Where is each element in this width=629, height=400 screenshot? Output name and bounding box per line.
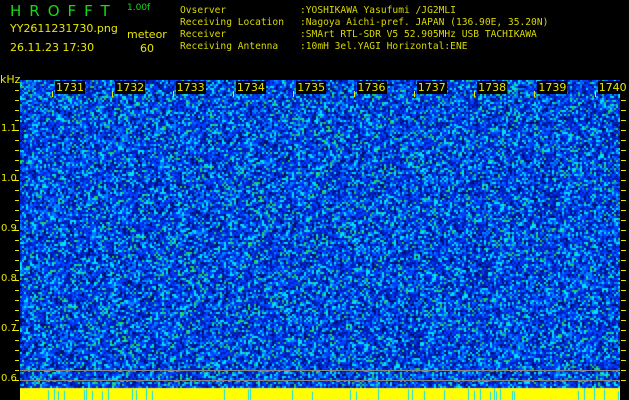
y-tick bbox=[15, 270, 19, 271]
meteor-count: 60 bbox=[140, 42, 154, 55]
info-key: Ovserver bbox=[180, 5, 227, 16]
y-tick bbox=[15, 260, 19, 261]
info-value: :10mH 3el.YAGI Horizontal:ENE bbox=[300, 41, 468, 52]
info-observer: Ovserver :YOSHIKAWA Yasufumi /JG2MLI bbox=[180, 5, 456, 16]
y-tick bbox=[621, 150, 626, 151]
reference-line bbox=[20, 370, 620, 371]
y-tick bbox=[12, 180, 19, 181]
y-tick bbox=[621, 130, 626, 131]
time-label: 1740 bbox=[594, 81, 628, 97]
y-tick bbox=[621, 190, 626, 191]
y-tick bbox=[15, 120, 19, 121]
y-tick bbox=[12, 380, 19, 381]
y-tick-label: 0.6 bbox=[1, 373, 17, 384]
y-tick bbox=[15, 110, 19, 111]
y-tick bbox=[621, 110, 626, 111]
y-tick bbox=[15, 360, 19, 361]
y-tick bbox=[621, 220, 626, 221]
y-tick bbox=[15, 220, 19, 221]
y-tick bbox=[15, 340, 19, 341]
y-tick bbox=[15, 170, 19, 171]
y-tick bbox=[15, 190, 19, 191]
time-label: 1732 bbox=[112, 81, 146, 97]
time-label: 1736 bbox=[353, 81, 387, 97]
y-axis-unit: kHz bbox=[0, 73, 21, 86]
y-tick bbox=[621, 250, 626, 251]
y-tick bbox=[621, 290, 626, 291]
info-value: :SMArt RTL-SDR V5 52.905MHz USB TACHIKAW… bbox=[300, 29, 537, 40]
y-tick bbox=[15, 250, 19, 251]
y-tick bbox=[12, 330, 19, 331]
y-tick bbox=[12, 280, 19, 281]
time-label: 1734 bbox=[232, 81, 266, 97]
y-tick bbox=[621, 360, 626, 361]
y-tick bbox=[15, 290, 19, 291]
datetime: 26.11.23 17:30 bbox=[10, 41, 95, 54]
app-title: HROFFT bbox=[10, 2, 118, 20]
y-tick bbox=[621, 340, 626, 341]
y-tick bbox=[621, 160, 626, 161]
y-tick bbox=[621, 100, 626, 101]
time-label: 1739 bbox=[534, 81, 568, 97]
y-tick bbox=[621, 350, 626, 351]
y-tick bbox=[15, 90, 19, 91]
y-tick bbox=[15, 310, 19, 311]
y-tick bbox=[621, 260, 626, 261]
time-label: 1731 bbox=[52, 81, 85, 97]
y-tick bbox=[621, 120, 626, 121]
y-tick bbox=[621, 300, 626, 301]
y-tick bbox=[621, 200, 626, 201]
info-key: Receiver bbox=[180, 29, 227, 40]
y-tick bbox=[621, 330, 626, 331]
y-tick bbox=[621, 140, 626, 141]
y-tick bbox=[15, 140, 19, 141]
info-antenna: Receiving Antenna :10mH 3el.YAGI Horizont… bbox=[180, 41, 468, 52]
y-tick bbox=[621, 320, 626, 321]
y-tick-label: 0.8 bbox=[1, 273, 17, 284]
y-tick bbox=[15, 320, 19, 321]
y-tick bbox=[12, 130, 19, 131]
filename: YY2611231730.png bbox=[10, 22, 118, 35]
info-key: Receiving Antenna bbox=[180, 41, 279, 52]
y-tick bbox=[621, 370, 626, 371]
time-label: 1737 bbox=[413, 81, 447, 97]
y-tick bbox=[15, 200, 19, 201]
reference-line bbox=[20, 380, 620, 381]
y-tick bbox=[621, 380, 626, 381]
info-value: :YOSHIKAWA Yasufumi /JG2MLI bbox=[300, 5, 456, 16]
y-tick bbox=[15, 370, 19, 371]
y-tick bbox=[15, 300, 19, 301]
spectrogram bbox=[20, 80, 620, 400]
info-location: Receiving Location :Nagoya Aichi-pref. JA… bbox=[180, 17, 548, 28]
y-tick bbox=[621, 270, 626, 271]
time-label: 1738 bbox=[474, 81, 508, 97]
y-tick bbox=[15, 210, 19, 211]
y-tick bbox=[15, 240, 19, 241]
y-tick bbox=[621, 230, 626, 231]
info-receiver: Receiver :SMArt RTL-SDR V5 52.905MHz USB … bbox=[180, 29, 537, 40]
y-tick bbox=[621, 280, 626, 281]
y-tick-label: 1.0 bbox=[1, 173, 17, 184]
time-label: 1733 bbox=[172, 81, 206, 97]
y-tick bbox=[15, 100, 19, 101]
info-value: :Nagoya Aichi-pref. JAPAN (136.90E, 35.2… bbox=[300, 17, 549, 28]
time-label: 1735 bbox=[293, 81, 327, 97]
version: 1.00f bbox=[127, 3, 151, 13]
y-tick bbox=[15, 160, 19, 161]
y-tick bbox=[621, 310, 626, 311]
y-tick bbox=[621, 210, 626, 211]
y-tick bbox=[15, 150, 19, 151]
mode-label: meteor bbox=[127, 28, 167, 41]
y-tick bbox=[621, 240, 626, 241]
y-tick bbox=[621, 180, 626, 181]
info-key: Receiving Location bbox=[180, 17, 284, 28]
y-tick bbox=[15, 350, 19, 351]
y-tick bbox=[12, 230, 19, 231]
y-tick-label: 1.1 bbox=[1, 123, 17, 134]
y-tick-label: 0.9 bbox=[1, 223, 17, 234]
y-tick-label: 0.7 bbox=[1, 323, 17, 334]
y-tick bbox=[621, 170, 626, 171]
